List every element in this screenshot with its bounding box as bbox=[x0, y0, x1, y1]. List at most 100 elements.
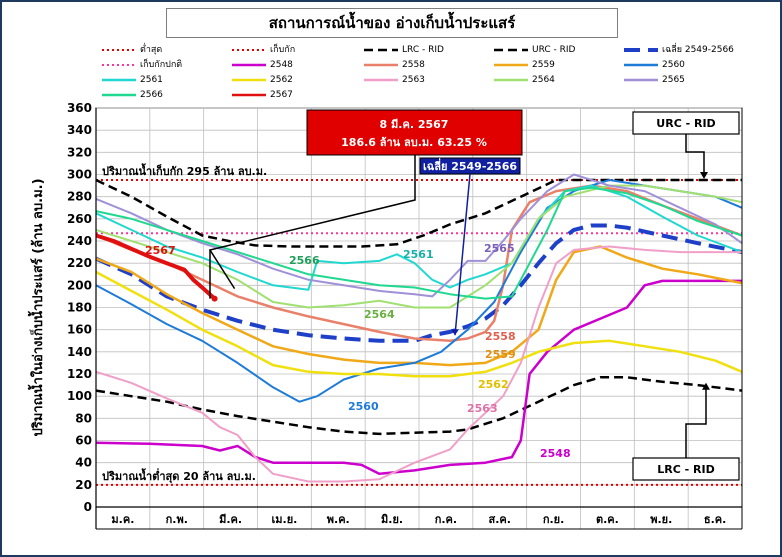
legend-swatch bbox=[102, 78, 136, 82]
y-tick-label: 180 bbox=[67, 301, 92, 315]
y-tick-label: 260 bbox=[67, 212, 92, 226]
legend-swatch bbox=[364, 78, 398, 82]
y-tick-label: 200 bbox=[67, 278, 92, 292]
y-tick-label: 0 bbox=[84, 500, 92, 514]
series-line-2566 bbox=[95, 186, 743, 300]
series-line-2559 bbox=[95, 245, 743, 367]
series-label-2561: 2561 bbox=[403, 248, 434, 261]
legend-label: 2567 bbox=[270, 90, 293, 100]
series-line-2562 bbox=[95, 270, 743, 378]
month-label: ม.ค. bbox=[111, 513, 134, 526]
legend-label: URC - RID bbox=[532, 45, 576, 55]
callout-leader bbox=[208, 150, 416, 290]
y-tick-label: 20 bbox=[75, 478, 92, 492]
legend-swatch bbox=[102, 93, 136, 97]
legend-label: 2558 bbox=[402, 60, 425, 70]
month-label: เม.ย. bbox=[272, 513, 298, 526]
series-layer bbox=[95, 173, 743, 483]
series-label-2567: 2567 bbox=[145, 244, 176, 257]
series-label-2558: 2558 bbox=[485, 330, 516, 343]
y-tick-label: 60 bbox=[75, 434, 92, 448]
lrc-arrow bbox=[685, 387, 707, 458]
legend-swatch bbox=[624, 63, 658, 67]
legend-label: ต่ำสุด bbox=[140, 45, 163, 55]
annotations: 2567 2566 2564 2561 2565 2558 2559 2560 2562 2563… bbox=[145, 109, 740, 481]
urc-label-text: URC - RID bbox=[656, 117, 715, 130]
y-tick-label: 340 bbox=[67, 123, 92, 137]
legend-swatch bbox=[102, 64, 136, 66]
legend-swatch bbox=[494, 78, 528, 82]
legend-label: เฉลี่ย 2549-2566 bbox=[662, 45, 734, 55]
legend-swatch bbox=[624, 48, 658, 52]
series-line-URC-RID bbox=[95, 178, 742, 248]
month-label: ก.ย. bbox=[543, 513, 564, 526]
series-line-2563 bbox=[95, 245, 742, 483]
y-tick-label: 240 bbox=[67, 234, 92, 248]
series-line-2564 bbox=[95, 184, 743, 309]
month-label: ก.พ. bbox=[166, 513, 188, 526]
legend-label: 2560 bbox=[662, 60, 685, 70]
y-tick-label: 360 bbox=[67, 101, 92, 115]
lrc-label-text: LRC - RID bbox=[657, 463, 714, 476]
legend-label: เก็บกักปกติ bbox=[140, 60, 183, 70]
series-line-LRC-RID bbox=[95, 376, 743, 436]
month-label: มี.ค. bbox=[219, 513, 242, 526]
month-label: พ.ย. bbox=[650, 513, 672, 526]
reference-lines: ปริมาณน้ำเก็บกัก 295 ล้าน ลบ.ม. ปริมาณน้ำ… bbox=[96, 163, 742, 486]
minimum-label: ปริมาณน้ำต่ำสุด 20 ล้าน ลบ.ม. bbox=[102, 468, 256, 484]
series-line-2565 bbox=[95, 173, 743, 298]
series-label-2562: 2562 bbox=[478, 378, 509, 391]
legend-swatch bbox=[494, 63, 528, 67]
month-label: ธ.ค. bbox=[704, 513, 726, 526]
legend-swatch bbox=[232, 63, 266, 67]
legend-label: 2565 bbox=[662, 75, 685, 85]
legend-swatch bbox=[364, 48, 398, 52]
urc-arrowhead bbox=[700, 172, 708, 180]
legend-swatch bbox=[232, 93, 266, 97]
y-tick-label: 40 bbox=[75, 456, 92, 470]
legend: ต่ำสุด เก็บกัก LRC - RID URC - RID เฉลี่ย 25… bbox=[100, 43, 750, 103]
series-line-2561 bbox=[95, 184, 743, 291]
legend-label: 2562 bbox=[270, 75, 293, 85]
lrc-arrowhead bbox=[702, 382, 710, 390]
capacity-label: ปริมาณน้ำเก็บกัก 295 ล้าน ลบ.ม. bbox=[102, 163, 267, 178]
y-tick-label: 120 bbox=[67, 367, 92, 381]
series-line-2567 bbox=[95, 233, 216, 301]
month-label: มิ.ย. bbox=[381, 513, 403, 526]
current-value-box bbox=[306, 109, 523, 156]
current-point bbox=[211, 295, 218, 302]
month-label: ก.ค. bbox=[435, 513, 457, 526]
y-tick-label: 220 bbox=[67, 256, 92, 270]
legend-label: 2559 bbox=[532, 60, 555, 70]
chart-title: สถานการณ์น้ำของ อ่างเก็บน้ำประแสร์ bbox=[166, 8, 618, 38]
series-label-2565: 2565 bbox=[484, 242, 515, 255]
avg-arrow bbox=[454, 173, 471, 336]
y-tick-label: 320 bbox=[67, 145, 92, 159]
series-line-2560 bbox=[95, 179, 743, 403]
y-tick-label: 160 bbox=[67, 323, 92, 337]
legend-swatch bbox=[364, 63, 398, 67]
legend-label: เก็บกัก bbox=[270, 45, 296, 55]
legend-swatch bbox=[102, 49, 136, 51]
series-label-2566: 2566 bbox=[289, 254, 320, 267]
legend-label: 2563 bbox=[402, 75, 425, 85]
legend-swatch bbox=[494, 48, 528, 52]
legend-swatch bbox=[232, 78, 266, 82]
legend-swatch bbox=[232, 49, 266, 51]
month-label: ส.ค. bbox=[489, 513, 511, 526]
series-label-2563: 2563 bbox=[467, 402, 498, 415]
y-tick-label: 80 bbox=[75, 411, 92, 425]
series-label-2548: 2548 bbox=[540, 447, 571, 460]
series-label-2560: 2560 bbox=[348, 400, 379, 413]
urc-arrow bbox=[685, 134, 705, 175]
month-label: ต.ค. bbox=[596, 513, 619, 526]
y-tick-label: 300 bbox=[67, 168, 92, 182]
legend-label: 2564 bbox=[532, 75, 555, 85]
legend-label: LRC - RID bbox=[402, 45, 444, 55]
y-axis-label: ปริมาณน้ำในอ่างเก็บน้ำประแสร์ (ล้าน ลบ.ม… bbox=[27, 178, 46, 436]
axes: 0 20 40 60 80 100 120 140 160 180 200 220 240 260 280 3… bbox=[27, 101, 743, 530]
series-label-2564: 2564 bbox=[364, 308, 395, 321]
avg-arrowhead bbox=[451, 329, 459, 336]
series-line-เฉลี่ย2549-2566 bbox=[95, 223, 743, 343]
